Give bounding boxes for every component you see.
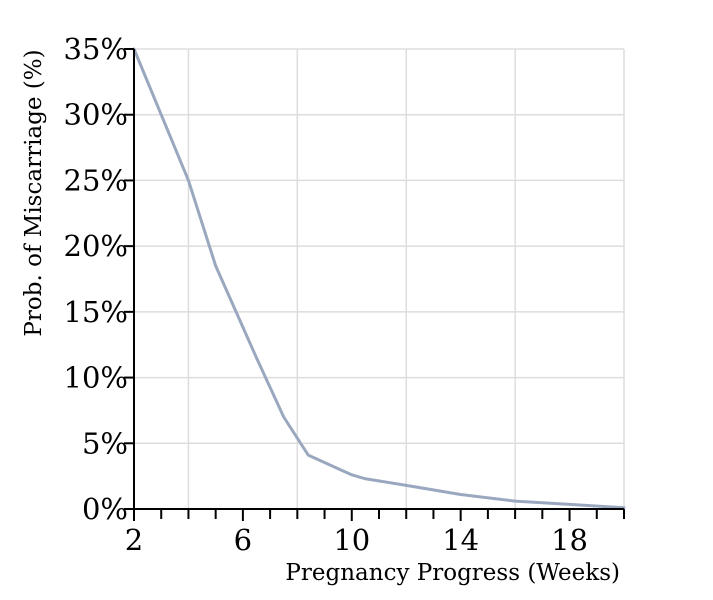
x-axis-title: Pregnancy Progress (Weeks)	[285, 560, 620, 586]
series-layer	[132, 47, 626, 510]
x-tick-label: 18	[551, 523, 588, 557]
axes	[133, 49, 624, 510]
x-tick-label: 14	[442, 523, 479, 557]
x-tick-label: 2	[125, 523, 143, 557]
y-tick-label: 10%	[64, 361, 128, 395]
ticks	[124, 48, 625, 521]
y-axis-title: Prob. of Miscarriage (%)	[21, 49, 47, 336]
series-line	[132, 47, 626, 510]
y-tick-label: 20%	[64, 229, 128, 263]
y-tick-label: 15%	[64, 295, 128, 329]
y-tick-label: 30%	[64, 98, 128, 132]
tick-labels: 0% 5% 10% 15% 20% 25% 30% 35% 2 6 10 14 18	[64, 32, 588, 557]
y-tick-label: 5%	[82, 426, 128, 460]
y-tick-label: 0%	[82, 492, 128, 526]
y-tick-label: 25%	[64, 163, 128, 197]
x-tick-label: 10	[333, 523, 370, 557]
y-tick-label: 35%	[64, 32, 128, 66]
grid	[134, 48, 625, 509]
x-tick-label: 6	[234, 523, 252, 557]
